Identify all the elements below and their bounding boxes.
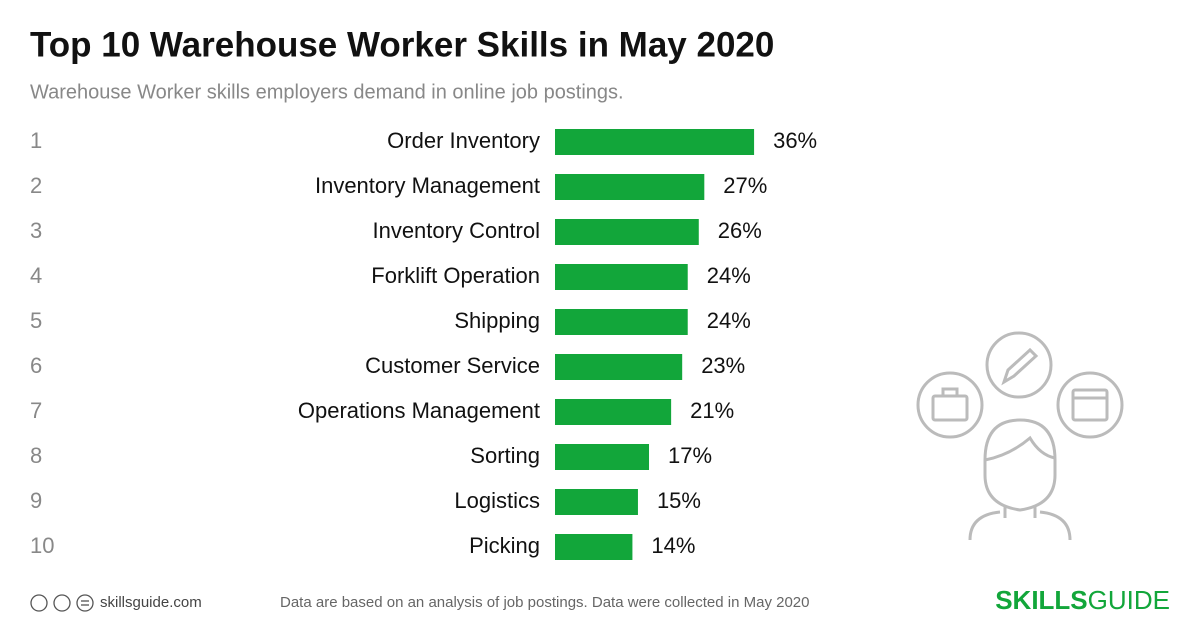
category-label: Picking [469,533,540,558]
bar [555,444,650,470]
bar [555,264,688,290]
bar [555,174,705,200]
bar [555,534,633,560]
rank: 8 [30,443,42,468]
footnote: Data are based on an analysis of job pos… [280,594,809,611]
chart-title: Top 10 Warehouse Worker Skills in May 20… [30,25,774,64]
value-label: 14% [651,533,695,558]
rank: 2 [30,173,42,198]
category-label: Shipping [454,308,540,333]
rank: 4 [30,263,42,288]
rank: 10 [30,533,54,558]
category-label: Inventory Control [372,218,540,243]
logo-light: GUIDE [1088,585,1170,615]
category-label: Operations Management [298,398,540,423]
category-label: Forklift Operation [371,263,540,288]
license-icons [30,594,94,612]
illustration [916,331,1124,541]
category-label: Inventory Management [315,173,540,198]
value-label: 26% [718,218,762,243]
value-label: 36% [773,128,817,153]
source: skillsguide.com [100,594,202,611]
bar [555,354,683,380]
bar [555,129,755,155]
value-label: 24% [707,263,751,288]
rank: 7 [30,398,42,423]
rank: 5 [30,308,42,333]
rank: 3 [30,218,42,243]
category-label: Sorting [470,443,540,468]
category-label: Order Inventory [387,128,540,153]
value-label: 24% [707,308,751,333]
bar [555,399,672,425]
bar [555,309,688,335]
rank: 9 [30,488,42,513]
category-label: Customer Service [365,353,540,378]
rank: 1 [30,128,42,153]
rank: 6 [30,353,42,378]
value-label: 27% [723,173,767,198]
bar [555,489,638,515]
value-label: 17% [668,443,712,468]
value-label: 23% [701,353,745,378]
value-label: 15% [657,488,701,513]
category-label: Logistics [454,488,540,513]
logo: SKILLSGUIDE [995,585,1170,615]
value-label: 21% [690,398,734,423]
logo-bold: SKILLS [995,585,1087,615]
bar [555,219,699,245]
chart-subtitle: Warehouse Worker skills employers demand… [30,81,624,103]
